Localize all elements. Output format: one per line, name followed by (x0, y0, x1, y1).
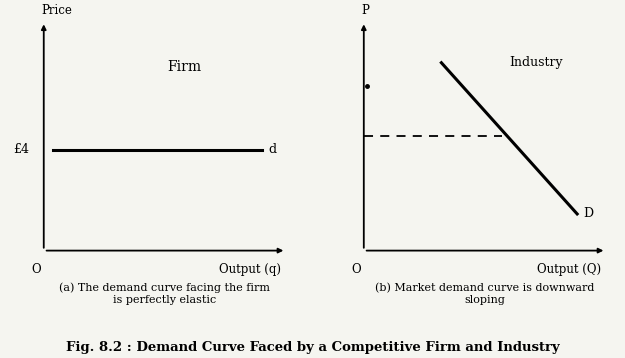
Text: O: O (352, 263, 361, 276)
Text: D: D (583, 207, 593, 221)
Text: (b) Market demand curve is downward
sloping: (b) Market demand curve is downward slop… (376, 283, 595, 305)
Text: P: P (361, 4, 369, 17)
Text: Fig. 8.2 : Demand Curve Faced by a Competitive Firm and Industry: Fig. 8.2 : Demand Curve Faced by a Compe… (66, 342, 559, 354)
Text: (a) The demand curve facing the firm
is perfectly elastic: (a) The demand curve facing the firm is … (59, 283, 271, 305)
Text: O: O (32, 263, 41, 276)
Text: Output (q): Output (q) (219, 263, 281, 276)
Text: Output (Q): Output (Q) (538, 263, 601, 276)
Text: d: d (268, 143, 276, 156)
Text: Firm: Firm (168, 60, 201, 74)
Text: Price: Price (41, 4, 72, 17)
Text: Industry: Industry (509, 56, 563, 69)
Text: £4: £4 (13, 143, 29, 156)
